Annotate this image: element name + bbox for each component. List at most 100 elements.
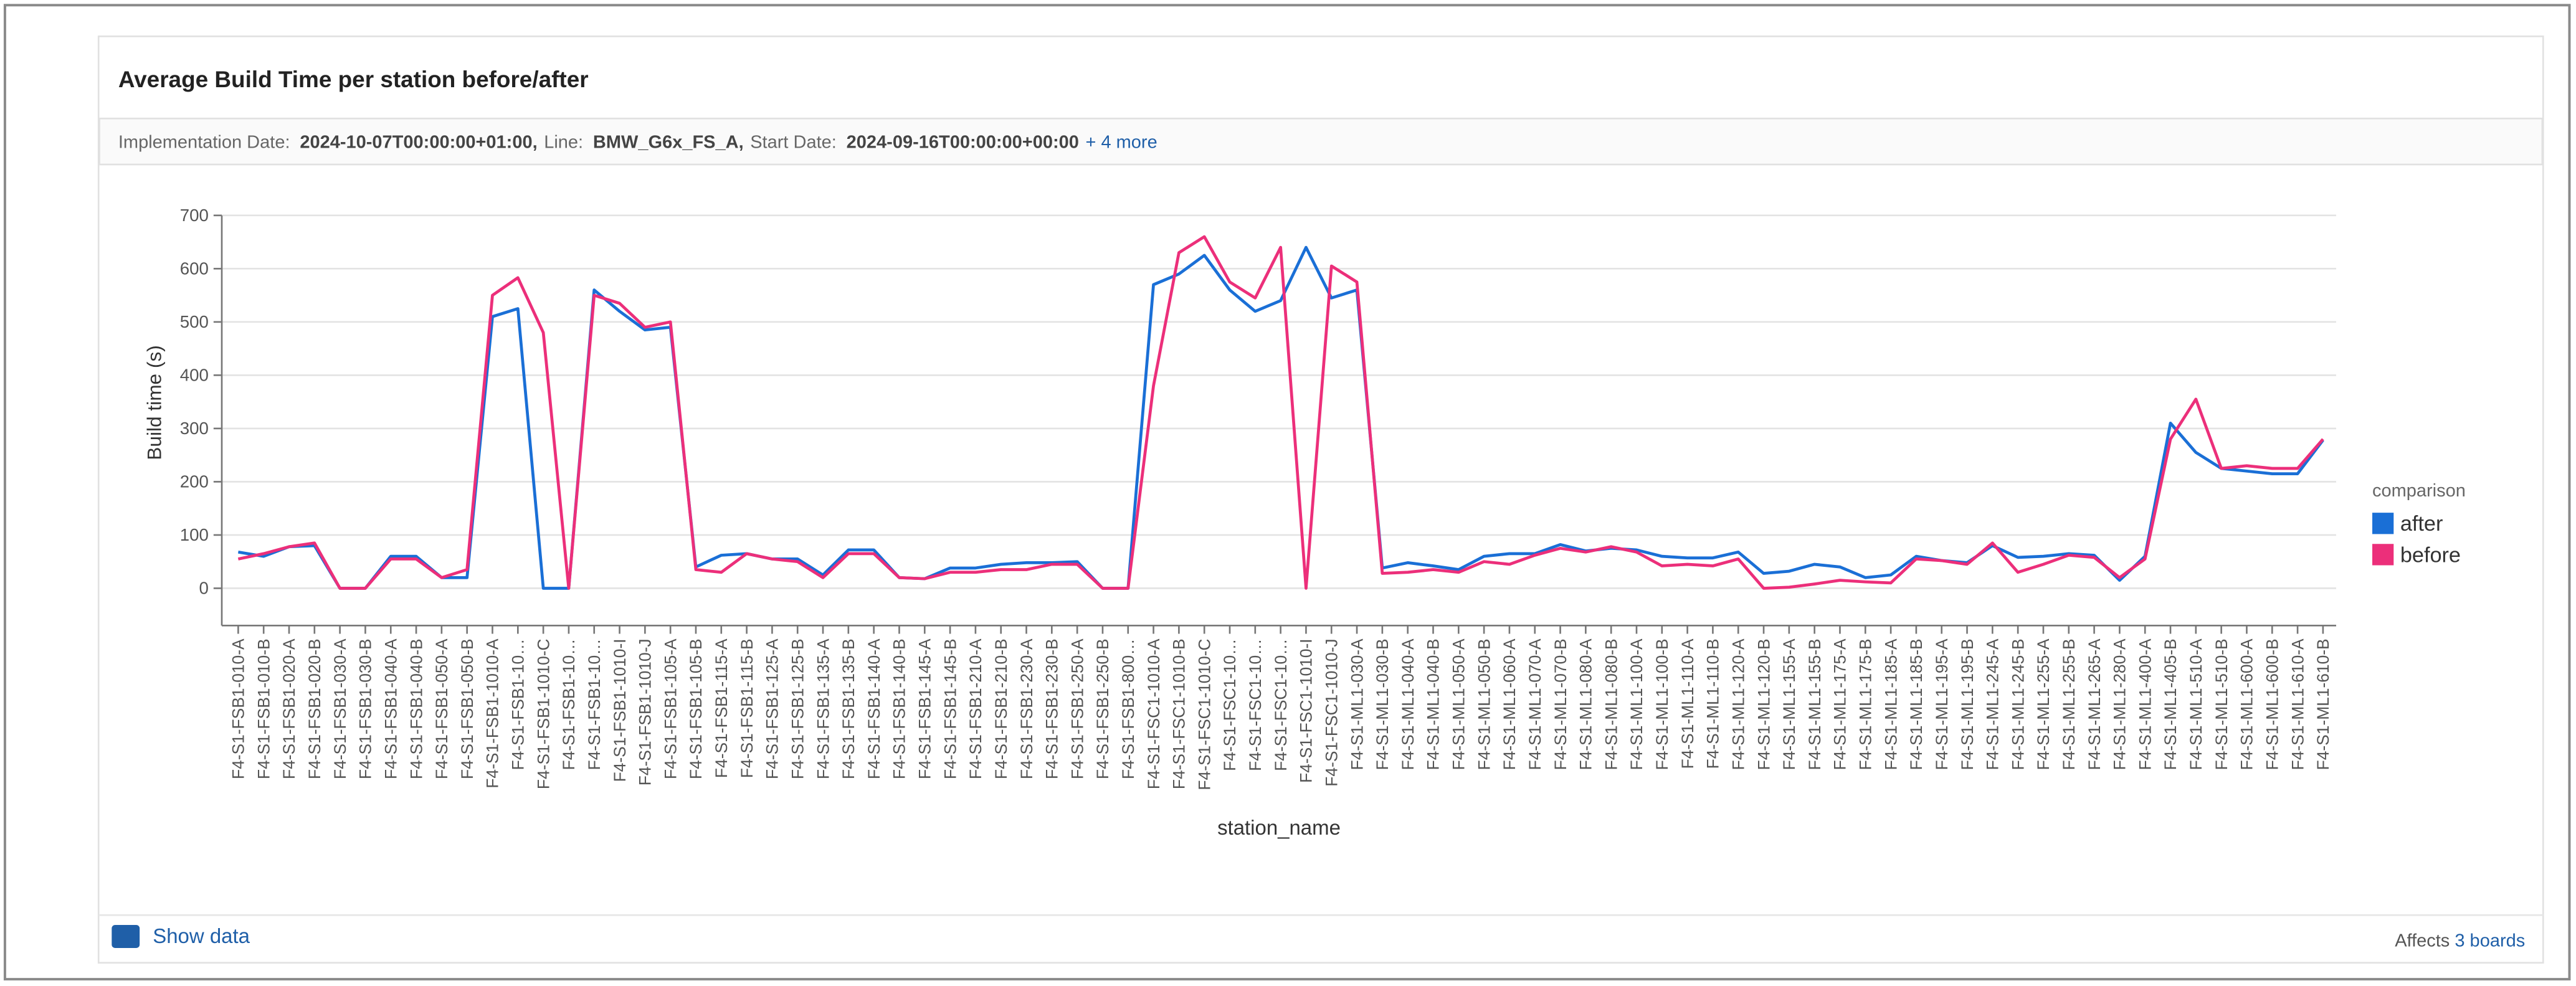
- x-tick-label: F4-S1-ML1-255-A: [2034, 638, 2053, 770]
- x-tick-label: F4-S1-FSB1-125-B: [788, 638, 807, 779]
- show-data-icon: [112, 925, 140, 948]
- affects-prefix: Affects: [2395, 931, 2450, 950]
- filter-bar: [98, 117, 2544, 166]
- x-tick-label: F4-S1-FSB1-040-A: [381, 638, 400, 779]
- x-tick-label: F4-S1-ML1-040-A: [1399, 638, 1417, 770]
- x-tick-label: F4-S1-FSB1-040-B: [407, 638, 425, 779]
- x-tick-label: F4-S1-FSC1-1010-B: [1170, 638, 1189, 789]
- x-tick-label: F4-S1-FSB1-105-A: [661, 638, 680, 779]
- x-tick-label: F4-S1-FSB1-1010-A: [483, 638, 502, 789]
- legend-title: comparison: [2372, 481, 2466, 501]
- x-tick-label: F4-S1-FSC1-1010-I: [1297, 638, 1316, 782]
- filter-label: Line:: [544, 133, 583, 153]
- x-tick-label: F4-S1-ML1-280-A: [2111, 638, 2129, 770]
- filter-text: Implementation Date: 2024-10-07T00:00:00+…: [118, 133, 1157, 153]
- y-axis-title: Build time (s): [143, 345, 165, 460]
- y-tick-label: 200: [180, 472, 209, 491]
- x-tick-label: F4-S1-FSB1-135-A: [814, 638, 832, 779]
- x-tick-label: F4-S1-ML1-050-B: [1475, 638, 1493, 770]
- x-tick-label: F4-S1-ML1-110-B: [1704, 638, 1723, 769]
- x-tick-label: F4-S1-FSC1-10…: [1220, 638, 1239, 770]
- x-tick-label: F4-S1-FSB1-210-A: [966, 638, 985, 779]
- x-tick-label: F4-S1-ML1-100-A: [1627, 638, 1646, 770]
- x-tick-label: F4-S1-FSB1-020-A: [280, 638, 298, 779]
- affects-link[interactable]: 3 boards: [2455, 931, 2525, 950]
- x-tick-label: F4-S1-ML1-245-B: [2008, 638, 2027, 770]
- filter-value: 2024-10-07T00:00:00+01:00,: [300, 133, 537, 153]
- x-tick-label: F4-S1-ML1-400-A: [2136, 638, 2154, 770]
- x-tick-label: F4-S1-FSB1-230-A: [1017, 638, 1036, 779]
- x-tick-label: F4-S1-FSC1-1010-J: [1322, 638, 1341, 786]
- x-tick-label: F4-S1-ML1-185-B: [1907, 638, 1926, 770]
- x-tick-label: F4-S1-FSB1-140-A: [865, 638, 883, 779]
- x-tick-label: F4-S1-ML1-405-B: [2161, 638, 2180, 770]
- show-data-label[interactable]: Show data: [153, 924, 250, 947]
- x-tick-label: F4-S1-ML1-030-B: [1373, 638, 1392, 770]
- x-tick-label: F4-S1-ML1-155-A: [1780, 638, 1799, 770]
- x-tick-label: F4-S1-FSB1-250-A: [1068, 638, 1086, 779]
- x-axis-title: station_name: [1217, 816, 1341, 839]
- x-tick-label: F4-S1-ML1-610-B: [2314, 638, 2332, 770]
- y-tick-label: 0: [199, 579, 209, 598]
- x-tick-label: F4-S1-ML1-255-B: [2060, 638, 2078, 770]
- x-tick-label: F4-S1-ML1-050-A: [1450, 638, 1468, 770]
- y-tick-label: 400: [180, 366, 209, 385]
- y-tick-label: 500: [180, 312, 209, 331]
- card: [97, 36, 2544, 964]
- x-tick-label: F4-S1-FSB1-125-A: [763, 638, 782, 779]
- x-tick-label: F4-S1-FSB1-105-B: [687, 638, 705, 779]
- x-tick-label: F4-S1-ML1-175-B: [1856, 638, 1875, 770]
- x-tick-label: F4-S1-ML1-610-A: [2288, 638, 2307, 770]
- x-tick-label: F4-S1-FSC1-1010-A: [1144, 638, 1163, 789]
- x-tick-label: F4-S1-FSB1-030-A: [331, 638, 349, 779]
- x-tick-label: F4-S1-FSB1-1010-I: [611, 638, 629, 782]
- x-tick-label: F4-S1-ML1-030-A: [1347, 638, 1366, 770]
- x-tick-label: F4-S1-FSB1-1010-C: [534, 638, 553, 789]
- legend-swatch: [2372, 544, 2394, 566]
- x-tick-label: F4-S1-ML1-110-A: [1678, 638, 1697, 769]
- x-tick-label: F4-S1-FSB1-115-A: [712, 638, 731, 778]
- show-data-button[interactable]: Show data: [112, 924, 250, 948]
- x-tick-label: F4-S1-FSB1-10…: [509, 638, 528, 770]
- x-tick-label: F4-S1-ML1-080-A: [1577, 638, 1595, 770]
- x-tick-label: F4-S1-FSC1-1010-C: [1195, 638, 1214, 790]
- x-tick-label: F4-S1-ML1-245-A: [1984, 638, 2002, 770]
- x-tick-label: F4-S1-ML1-120-B: [1754, 638, 1773, 770]
- x-tick-label: F4-S1-FSB1-135-B: [839, 638, 858, 779]
- card-title: Average Build Time per station before/af…: [118, 67, 589, 92]
- filter-more[interactable]: + 4 more: [1085, 133, 1157, 153]
- x-tick-label: F4-S1-ML1-175-A: [1831, 638, 1850, 770]
- y-tick-label: 600: [180, 259, 209, 278]
- x-tick-label: F4-S1-FSB1-050-B: [458, 638, 477, 779]
- legend-label: before: [2400, 543, 2461, 567]
- x-tick-label: F4-S1-ML1-510-B: [2212, 638, 2231, 770]
- x-tick-label: F4-S1-FSB1-050-A: [432, 638, 451, 779]
- series-line: [237, 235, 2324, 590]
- x-tick-label: F4-S1-FSB1-10…: [585, 638, 604, 770]
- x-tick-label: F4-S1-FSB1-250-B: [1093, 638, 1112, 779]
- x-tick-label: F4-S1-FSB1-800…: [1119, 638, 1138, 779]
- x-tick-label: F4-S1-FSB1-145-A: [916, 638, 934, 779]
- x-tick-label: F4-S1-ML1-070-A: [1526, 638, 1544, 770]
- filter-label: Implementation Date:: [118, 133, 290, 153]
- x-tick-label: F4-S1-ML1-155-B: [1805, 638, 1824, 770]
- x-tick-label: F4-S1-FSB1-115-B: [738, 638, 756, 778]
- legend-label: after: [2400, 512, 2443, 536]
- filter-value: BMW_G6x_FS_A,: [593, 133, 744, 153]
- legend-swatch: [2372, 513, 2394, 534]
- x-tick-label: F4-S1-FSB1-210-B: [992, 638, 1010, 779]
- plot: 0 100 200 300 400 500 600 700 Build time (s) stat…: [143, 206, 2465, 839]
- x-tick-label: F4-S1-FSB1-010-A: [229, 638, 248, 779]
- x-tick-label: F4-S1-FSB1-10…: [559, 638, 578, 770]
- x-tick-label: F4-S1-FSB1-1010-J: [636, 638, 655, 785]
- x-tick-label: F4-S1-FSB1-030-B: [356, 638, 375, 779]
- x-tick-label: F4-S1-FSB1-140-B: [890, 638, 909, 779]
- y-tick-label: 700: [180, 206, 209, 225]
- filter-label: Start Date:: [750, 133, 837, 153]
- x-tick-label: F4-S1-ML1-600-A: [2238, 638, 2256, 770]
- x-tick-label: F4-S1-ML1-265-A: [2085, 638, 2104, 770]
- x-tick-label: F4-S1-FSC1-10…: [1271, 638, 1290, 770]
- x-tick-label: F4-S1-ML1-100-B: [1653, 638, 1671, 770]
- x-tick-label: F4-S1-ML1-080-B: [1602, 638, 1620, 770]
- x-tick-label: F4-S1-ML1-070-B: [1551, 638, 1570, 770]
